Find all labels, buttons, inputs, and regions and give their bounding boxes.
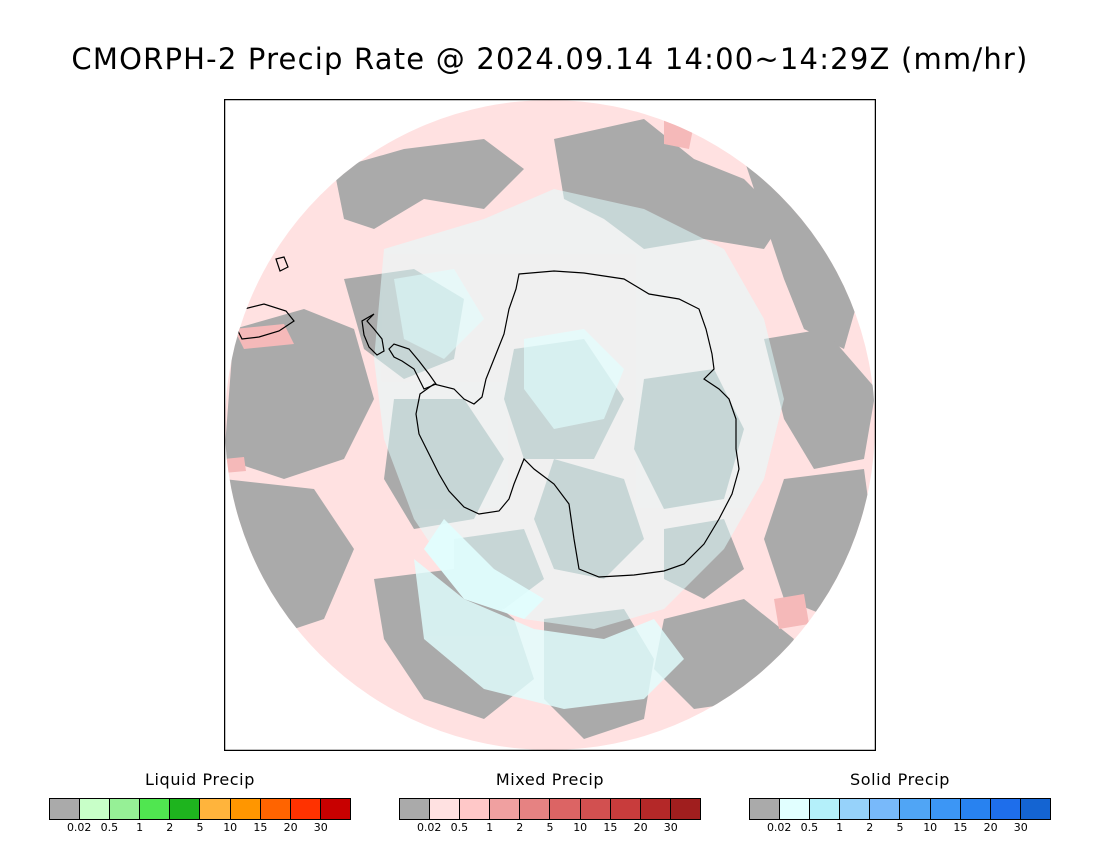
legend-swatch: [870, 799, 901, 819]
legend-swatch: [320, 799, 350, 819]
legend-swatch: [960, 799, 991, 819]
legend-colorbar: [749, 798, 1051, 820]
legend-swatch: [670, 799, 700, 819]
legend-solid: Solid Precip 0.02 0.5 1 2 5 10 15 20 30: [749, 770, 1051, 835]
legend-swatch: [930, 799, 961, 819]
legend-tick-label: 15: [603, 821, 618, 834]
legend-tick-label: 1: [486, 821, 494, 834]
legend-tick-label: 1: [836, 821, 844, 834]
legend-tick-label: 2: [166, 821, 174, 834]
map-title: CMORPH-2 Precip Rate @ 2024.09.14 14:00~…: [71, 42, 1029, 76]
legend-colorbar: [399, 798, 701, 820]
new-zealand-south: [275, 256, 289, 272]
solid-precip-areas: [374, 189, 784, 709]
legend-tick-label: 5: [546, 821, 554, 834]
legend-mixed: Mixed Precip 0.02 0.5 1 2 5 10 15 20 30: [399, 770, 701, 835]
legend-title: Mixed Precip: [495, 770, 605, 789]
legend-swatch: [230, 799, 261, 819]
legend-title: Liquid Precip: [145, 770, 255, 789]
legend-swatch: [290, 799, 321, 819]
legend-swatch: [640, 799, 671, 819]
legend-swatch: [750, 799, 781, 819]
legend-tick-label: 2: [866, 821, 874, 834]
legend-ticks: 0.02 0.5 1 2 5 10 15 20 30: [399, 821, 701, 835]
legend-tick-label: 15: [953, 821, 968, 834]
legend-tick-label: 5: [196, 821, 204, 834]
legend-tick-label: 20: [283, 821, 298, 834]
south-america-tip: [361, 313, 385, 356]
legend-colorbar: [49, 798, 351, 820]
legend-swatch: [400, 799, 431, 819]
legend-tick-label: 20: [983, 821, 998, 834]
legend-swatch: [900, 799, 931, 819]
legend-tick-label: 5: [896, 821, 904, 834]
legend-swatch: [550, 799, 581, 819]
legend-ticks: 0.02 0.5 1 2 5 10 15 20 30: [749, 821, 1051, 835]
legend-tick-label: 0.02: [766, 821, 792, 834]
legend-swatch: [110, 799, 141, 819]
legend-tick-label: 10: [923, 821, 938, 834]
legend-tick-label: 10: [573, 821, 588, 834]
legend-tick-label: 0.5: [450, 821, 469, 834]
legend-swatch: [430, 799, 461, 819]
legend-tick-label: 0.5: [800, 821, 819, 834]
polar-map: [224, 99, 876, 751]
legend-swatch: [200, 799, 231, 819]
legend-tick-label: 10: [223, 821, 238, 834]
legend-ticks: 0.02 0.5 1 2 5 10 15 20 30: [49, 821, 351, 835]
legend-tick-label: 20: [633, 821, 648, 834]
legend-swatch: [1020, 799, 1050, 819]
precip-field: [225, 100, 875, 750]
legend-swatch: [840, 799, 871, 819]
legend-tick-label: 1: [136, 821, 144, 834]
legend-swatch: [810, 799, 841, 819]
legend-title: Solid Precip: [849, 770, 951, 789]
legend-swatch: [990, 799, 1021, 819]
precip-map-svg: [224, 99, 876, 751]
legend-tick-label: 0.02: [66, 821, 92, 834]
legend-swatch: [80, 799, 111, 819]
legend-swatch: [260, 799, 291, 819]
legend-tick-label: 30: [1013, 821, 1028, 834]
legend-swatch: [610, 799, 641, 819]
legend-tick-label: 2: [516, 821, 524, 834]
legend-swatch: [580, 799, 611, 819]
legend-tick-label: 30: [663, 821, 678, 834]
map-border: [224, 99, 876, 751]
legend-swatch: [170, 799, 201, 819]
legend-liquid: Liquid Precip 0.02 0.5 1 2 5 10 15 20 30: [49, 770, 351, 835]
legend-swatch: [520, 799, 551, 819]
legend-tick-label: 0.5: [100, 821, 119, 834]
legend-tick-label: 15: [253, 821, 268, 834]
legend-swatch: [50, 799, 81, 819]
antarctic-peninsula: [388, 343, 437, 390]
legend-tick-label: 30: [313, 821, 328, 834]
legend-swatch: [460, 799, 491, 819]
legend-tick-label: 0.02: [416, 821, 442, 834]
legend-swatch: [140, 799, 171, 819]
legend-swatch: [490, 799, 521, 819]
legend-swatch: [780, 799, 811, 819]
antarctica-coastline: [415, 270, 740, 578]
